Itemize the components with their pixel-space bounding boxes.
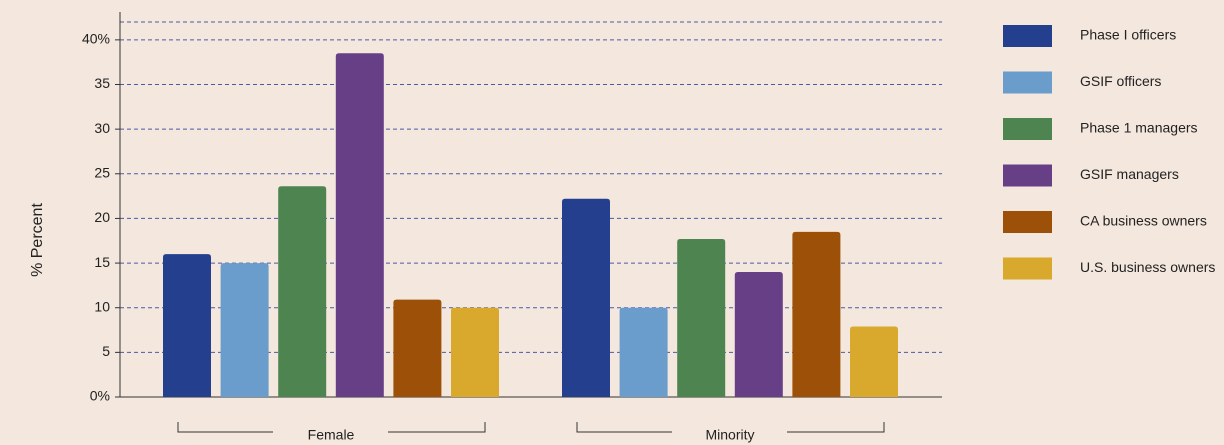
- y-tick-label: 10: [94, 298, 110, 314]
- legend-label: CA business owners: [1080, 213, 1207, 229]
- legend-label: Phase I officers: [1080, 27, 1176, 43]
- bar: [335, 53, 384, 397]
- bar: [677, 238, 726, 397]
- bar: [163, 254, 211, 397]
- y-tick-label: 40%: [82, 31, 110, 47]
- legend-label: GSIF officers: [1080, 73, 1161, 89]
- category-bracket: [177, 422, 273, 433]
- legend-swatch: [1003, 164, 1052, 187]
- legend-swatch: [1003, 257, 1052, 280]
- y-tick-label: 35: [94, 75, 110, 91]
- category-bracket: [576, 422, 672, 433]
- bar: [451, 307, 499, 397]
- bar: [734, 272, 783, 397]
- x-tick-label: Female: [308, 427, 355, 443]
- category-bracket: [388, 422, 486, 433]
- y-tick-label: 20: [94, 209, 110, 225]
- bar: [278, 186, 327, 397]
- y-tick-label: 0%: [90, 388, 110, 404]
- legend-swatch: [1003, 25, 1052, 47]
- legend-swatch: [1003, 211, 1052, 233]
- bar: [619, 307, 668, 397]
- bar: [220, 263, 269, 397]
- legend-label: Phase 1 managers: [1080, 120, 1198, 136]
- bar: [850, 326, 898, 397]
- y-tick-label: 15: [94, 254, 110, 270]
- y-tick-label: 5: [102, 343, 110, 359]
- y-tick-label: 30: [94, 120, 110, 136]
- category-bracket: [787, 422, 885, 433]
- bar: [792, 231, 841, 397]
- legend-swatch: [1003, 71, 1052, 94]
- bar: [562, 198, 610, 397]
- x-tick-label: Minority: [705, 427, 754, 443]
- legend-label: U.S. business owners: [1080, 259, 1215, 275]
- legend-swatch: [1003, 118, 1052, 140]
- y-tick-label: 25: [94, 164, 110, 180]
- legend-label: GSIF managers: [1080, 166, 1179, 182]
- bar: [393, 299, 442, 397]
- y-axis-label: % Percent: [29, 203, 46, 277]
